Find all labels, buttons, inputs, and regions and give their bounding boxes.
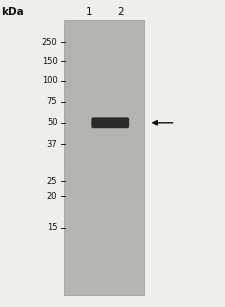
Bar	[64, 286, 144, 295]
Bar	[64, 149, 144, 158]
Bar	[64, 194, 144, 204]
Bar	[64, 185, 144, 194]
Text: 100: 100	[42, 76, 57, 85]
Text: 25: 25	[47, 177, 57, 186]
Bar	[64, 231, 144, 240]
Bar	[64, 84, 144, 93]
Bar	[64, 130, 144, 139]
Bar	[64, 29, 144, 38]
Bar	[64, 48, 144, 57]
Bar	[64, 240, 144, 249]
Text: 250: 250	[42, 38, 57, 47]
Text: 50: 50	[47, 118, 57, 127]
Text: kDa: kDa	[1, 7, 24, 17]
Text: 37: 37	[47, 140, 57, 149]
Bar	[64, 103, 144, 112]
Bar	[64, 38, 144, 48]
Bar	[64, 57, 144, 66]
Bar	[64, 139, 144, 149]
Bar	[64, 249, 144, 258]
Bar	[64, 277, 144, 286]
Bar	[64, 167, 144, 176]
Bar	[64, 20, 144, 29]
Text: 2: 2	[117, 7, 124, 17]
Bar	[64, 213, 144, 222]
Bar	[64, 222, 144, 231]
Bar	[64, 112, 144, 121]
Bar	[64, 258, 144, 268]
Bar	[64, 20, 144, 295]
FancyBboxPatch shape	[91, 117, 129, 128]
Text: 150: 150	[42, 57, 57, 66]
Bar	[64, 75, 144, 84]
Bar	[64, 66, 144, 75]
Text: 1: 1	[86, 7, 92, 17]
Bar	[64, 93, 144, 103]
Text: 15: 15	[47, 223, 57, 232]
Bar	[64, 158, 144, 167]
Bar	[64, 176, 144, 185]
Text: 75: 75	[47, 97, 57, 107]
Bar	[64, 204, 144, 213]
Bar	[64, 121, 144, 130]
Bar	[64, 268, 144, 277]
Text: 20: 20	[47, 192, 57, 201]
